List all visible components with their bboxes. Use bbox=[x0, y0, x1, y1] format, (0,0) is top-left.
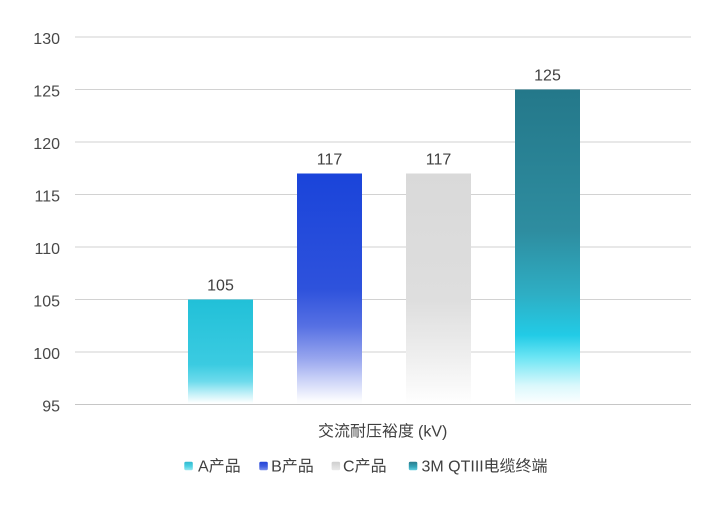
svg-text:105: 105 bbox=[207, 278, 234, 295]
svg-text:117: 117 bbox=[317, 152, 343, 169]
svg-text:120: 120 bbox=[33, 136, 60, 153]
svg-text:100: 100 bbox=[33, 346, 60, 363]
svg-text:A: A bbox=[198, 459, 209, 476]
svg-text:95: 95 bbox=[42, 399, 60, 416]
svg-text:110: 110 bbox=[34, 241, 60, 258]
svg-text:130: 130 bbox=[33, 31, 60, 48]
svg-text:125: 125 bbox=[534, 68, 561, 85]
svg-text:C: C bbox=[343, 459, 355, 476]
svg-text:117: 117 bbox=[426, 152, 452, 169]
svg-text:105: 105 bbox=[33, 294, 60, 311]
svg-text:B: B bbox=[271, 459, 282, 476]
svg-text:(kV): (kV) bbox=[418, 424, 447, 441]
svg-text:115: 115 bbox=[34, 189, 60, 206]
svg-text:125: 125 bbox=[33, 84, 60, 101]
svg-text:3M QTIII: 3M QTIII bbox=[422, 459, 484, 476]
